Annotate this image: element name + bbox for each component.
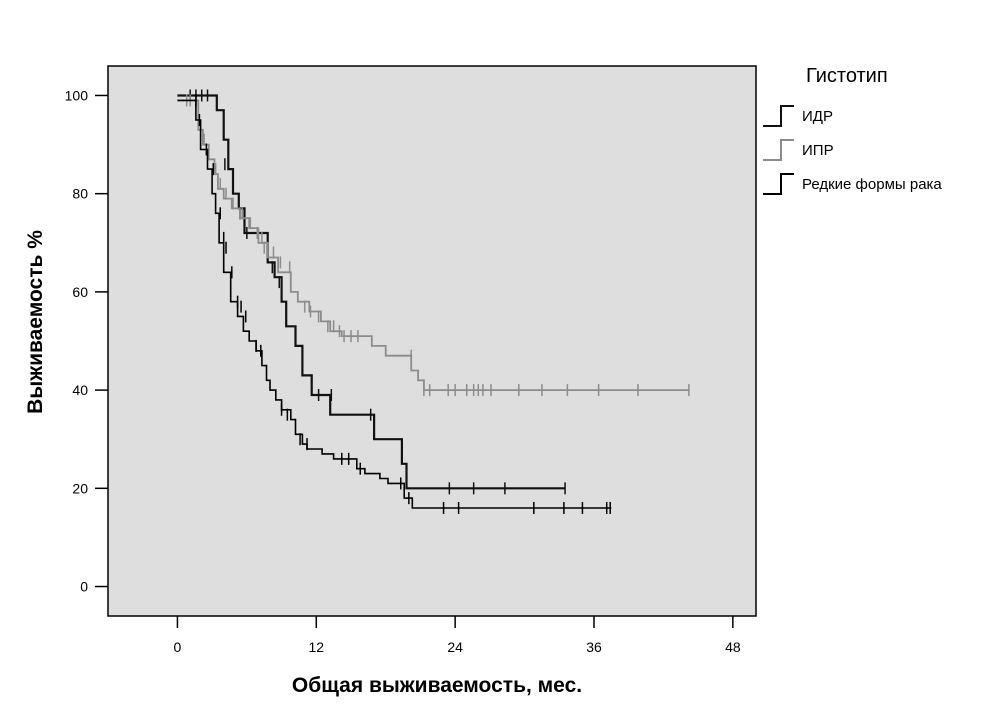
survival-curve-line: [177, 99, 689, 391]
x-tick-label: 36: [586, 639, 602, 655]
legend-title: Гистотип: [806, 65, 888, 87]
survival-curve-line: [177, 94, 566, 490]
plot-area: [107, 65, 757, 617]
y-tick-label: 80: [72, 186, 88, 202]
legend-item: Редкие формы рака: [763, 173, 942, 195]
x-tick-label: 48: [725, 639, 741, 655]
series-3: [177, 94, 612, 514]
series-2: [177, 94, 690, 397]
x-tick-label: 0: [174, 639, 182, 655]
x-tick-label: 12: [308, 639, 324, 655]
legend: Гистотип ИДР ИПР Редкие формы рака: [763, 65, 942, 195]
survival-curve-line: [177, 99, 612, 509]
legend-swatch: [763, 105, 794, 127]
y-tick-label: 40: [72, 382, 88, 398]
y-axis: 0 20 40 60 80 100: [65, 87, 108, 595]
y-tick-label: 60: [72, 284, 88, 300]
legend-label: ИПР: [802, 142, 834, 159]
y-axis-title: Выживаемость %: [24, 230, 47, 414]
y-tick-label: 20: [72, 480, 88, 496]
legend-item: ИДР: [763, 105, 833, 127]
y-tick-label: 100: [65, 87, 89, 103]
x-tick-label: 24: [447, 639, 463, 655]
legend-label: ИДР: [802, 108, 833, 125]
legend-label: Редкие формы рака: [802, 176, 942, 193]
legend-swatch: [763, 173, 794, 195]
legend-swatch: [763, 139, 794, 161]
x-axis: 0 12 24 36 48: [174, 616, 741, 655]
legend-item: ИПР: [763, 139, 834, 161]
legend-items: ИДР ИПР Редкие формы рака: [763, 105, 942, 195]
x-axis-title: Общая выживаемость, мес.: [292, 674, 582, 697]
y-tick-label: 0: [80, 579, 88, 595]
survival-curves: [177, 89, 690, 514]
